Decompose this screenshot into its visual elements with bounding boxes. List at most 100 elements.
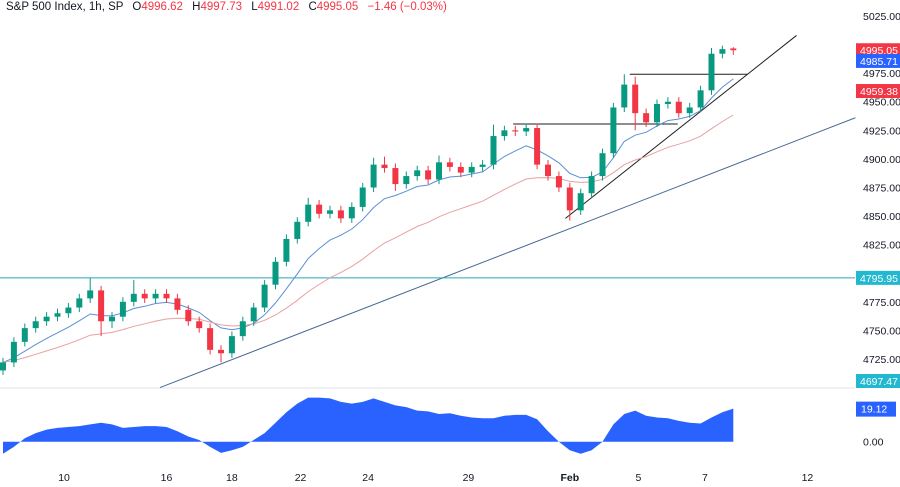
candle-up <box>65 307 72 314</box>
candle-down <box>141 293 148 299</box>
candle-up <box>370 164 377 188</box>
candle-down <box>381 164 388 169</box>
candle-up <box>599 153 606 177</box>
candle-up <box>436 162 442 180</box>
candle-up <box>109 316 115 322</box>
candle-up <box>327 210 333 214</box>
candle-up <box>719 49 726 54</box>
candle-up <box>87 290 94 299</box>
candle-up <box>697 90 704 108</box>
candle-up <box>294 221 301 239</box>
low-value: 4991.02 <box>257 1 300 13</box>
open-label: O <box>132 1 142 13</box>
oscillator-zero-label: 0.00 <box>863 437 884 449</box>
candle-up <box>250 307 257 322</box>
candle-down <box>207 328 214 350</box>
candle-up <box>654 104 660 123</box>
candle-down <box>545 164 551 177</box>
candle-up <box>10 341 17 363</box>
candle-down <box>566 187 573 211</box>
candle-down <box>163 293 170 299</box>
candle-down <box>446 162 453 167</box>
oscillator-value-text: 19.12 <box>861 404 887 416</box>
candle-down <box>174 298 181 310</box>
candle-down <box>555 176 562 188</box>
candle-up <box>130 293 137 302</box>
candle-down <box>632 84 639 114</box>
y-tick-label: 4775.00 <box>863 297 900 309</box>
price-badge-text: 4985.71 <box>860 56 898 68</box>
y-tick-label: 4975.00 <box>863 68 900 80</box>
price-badge <box>856 43 900 58</box>
x-tick-label: 7 <box>702 472 708 484</box>
x-tick-label: 5 <box>636 472 642 484</box>
high-label: H <box>192 1 201 13</box>
candle-down <box>512 130 519 132</box>
candle-up <box>348 206 355 219</box>
candle-down <box>425 170 432 180</box>
candle-down <box>730 48 737 51</box>
candle-up <box>403 176 410 185</box>
candle-up <box>0 362 6 371</box>
candle-up <box>414 170 421 177</box>
candle-up <box>359 187 366 207</box>
x-tick-label: Feb <box>560 472 579 484</box>
candle-down <box>457 166 464 173</box>
price-badge-text: 4959.38 <box>860 86 898 98</box>
candle-up <box>239 321 246 337</box>
change-value: −1.46 (−0.03%) <box>367 1 447 13</box>
candle-down <box>185 309 192 322</box>
candle-up <box>577 193 584 211</box>
y-tick-label: 4900.00 <box>863 154 900 166</box>
candle-up <box>54 313 61 317</box>
candle-up <box>621 84 628 108</box>
y-tick-label: 4925.00 <box>863 125 900 137</box>
candle-down <box>534 128 541 165</box>
x-tick-label: 24 <box>362 472 374 484</box>
candle-up <box>479 164 486 167</box>
y-tick-label: 5025.00 <box>863 11 900 23</box>
candle-down <box>196 321 203 329</box>
price-badge <box>856 270 900 285</box>
candle-down <box>675 101 682 114</box>
trendline[interactable] <box>565 35 797 219</box>
slow-moving-average-line <box>2 114 734 363</box>
x-tick-label: 29 <box>463 472 475 484</box>
price-badge-text: 4795.95 <box>860 273 898 285</box>
y-tick-label: 4875.00 <box>863 182 900 194</box>
candle-down <box>98 290 105 322</box>
x-tick-label: 18 <box>226 472 238 484</box>
candle-down <box>643 113 650 123</box>
candle-up <box>119 301 126 317</box>
candle-up <box>523 128 530 132</box>
high-value: 4997.73 <box>200 1 243 13</box>
candle-up <box>468 166 475 173</box>
candle-up <box>588 176 595 194</box>
y-tick-label: 4825.00 <box>863 240 900 252</box>
x-tick-label: 22 <box>295 472 307 484</box>
open-value: 4996.62 <box>141 1 183 13</box>
oscillator-area <box>3 397 734 454</box>
candle-up <box>686 107 693 114</box>
candle-up <box>501 130 508 137</box>
candle-up <box>76 298 83 308</box>
y-tick-label: 4725.00 <box>863 354 900 366</box>
y-tick-label: 4750.00 <box>863 325 900 337</box>
candle-up <box>305 204 312 222</box>
trendline[interactable] <box>159 117 856 389</box>
x-tick-label: 10 <box>58 472 70 484</box>
candle-up <box>664 101 671 105</box>
x-tick-label: 12 <box>802 472 814 484</box>
candle-up <box>283 238 290 262</box>
candle-up <box>228 336 235 354</box>
y-tick-label: 4850.00 <box>863 211 900 223</box>
price-badge <box>856 374 900 388</box>
candle-up <box>21 328 28 342</box>
candle-down <box>392 168 399 185</box>
candle-up <box>32 321 39 329</box>
candle-up <box>708 53 715 91</box>
symbol-title: S&P 500 Index, 1h, SP <box>6 1 124 13</box>
candle-up <box>43 316 50 322</box>
close-value: 4995.05 <box>316 1 359 13</box>
